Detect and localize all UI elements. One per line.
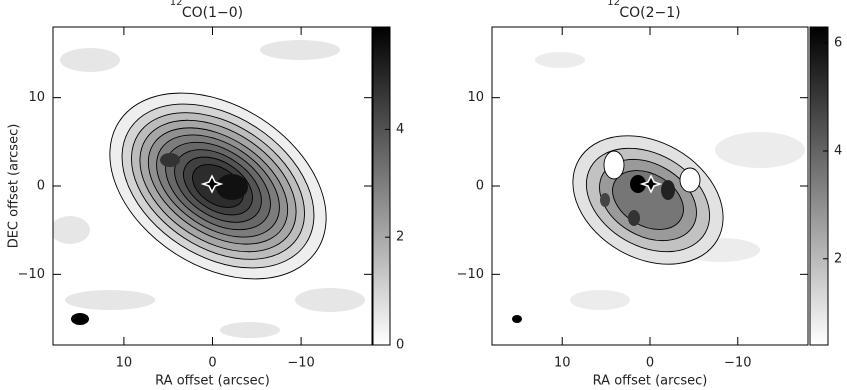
map-image xyxy=(512,52,805,323)
colorbar-tick-label: 4 xyxy=(834,143,842,158)
chart-title: CO(1−0) xyxy=(182,5,243,21)
colorbar xyxy=(372,26,391,346)
map-image xyxy=(53,40,365,338)
x-tick-label: 10 xyxy=(116,356,133,371)
y-tick-label: −10 xyxy=(457,267,484,282)
y-tick-label: 10 xyxy=(467,90,484,105)
y-tick-label: 0 xyxy=(476,179,484,194)
y-tick-label: −10 xyxy=(18,267,45,282)
x-tick-label: 0 xyxy=(646,356,654,371)
x-tick-label: −10 xyxy=(724,356,751,371)
title-prefix: 12 xyxy=(607,0,620,8)
colorbar-tick-label: 6 xyxy=(834,36,842,51)
colorbar-tick-label: 0 xyxy=(396,338,404,353)
y-axis-label: DEC offset (arcsec) xyxy=(7,124,22,249)
y-tick-label: 10 xyxy=(28,90,45,105)
x-axis-label: RA offset (arcsec) xyxy=(155,374,270,389)
colorbar-tick-label: 4 xyxy=(396,122,404,137)
colorbar-tick-label: 2 xyxy=(396,230,404,245)
x-tick-label: 0 xyxy=(208,356,216,371)
title-prefix: 12 xyxy=(170,0,183,8)
x-axis-label: RA offset (arcsec) xyxy=(593,374,708,389)
x-tick-label: −10 xyxy=(287,356,314,371)
y-tick-label: 0 xyxy=(37,179,45,194)
chart-title: CO(2−1) xyxy=(619,5,680,21)
colorbar-tick-label: 2 xyxy=(834,251,842,266)
colorbar xyxy=(809,26,829,346)
x-tick-label: 10 xyxy=(554,356,571,371)
